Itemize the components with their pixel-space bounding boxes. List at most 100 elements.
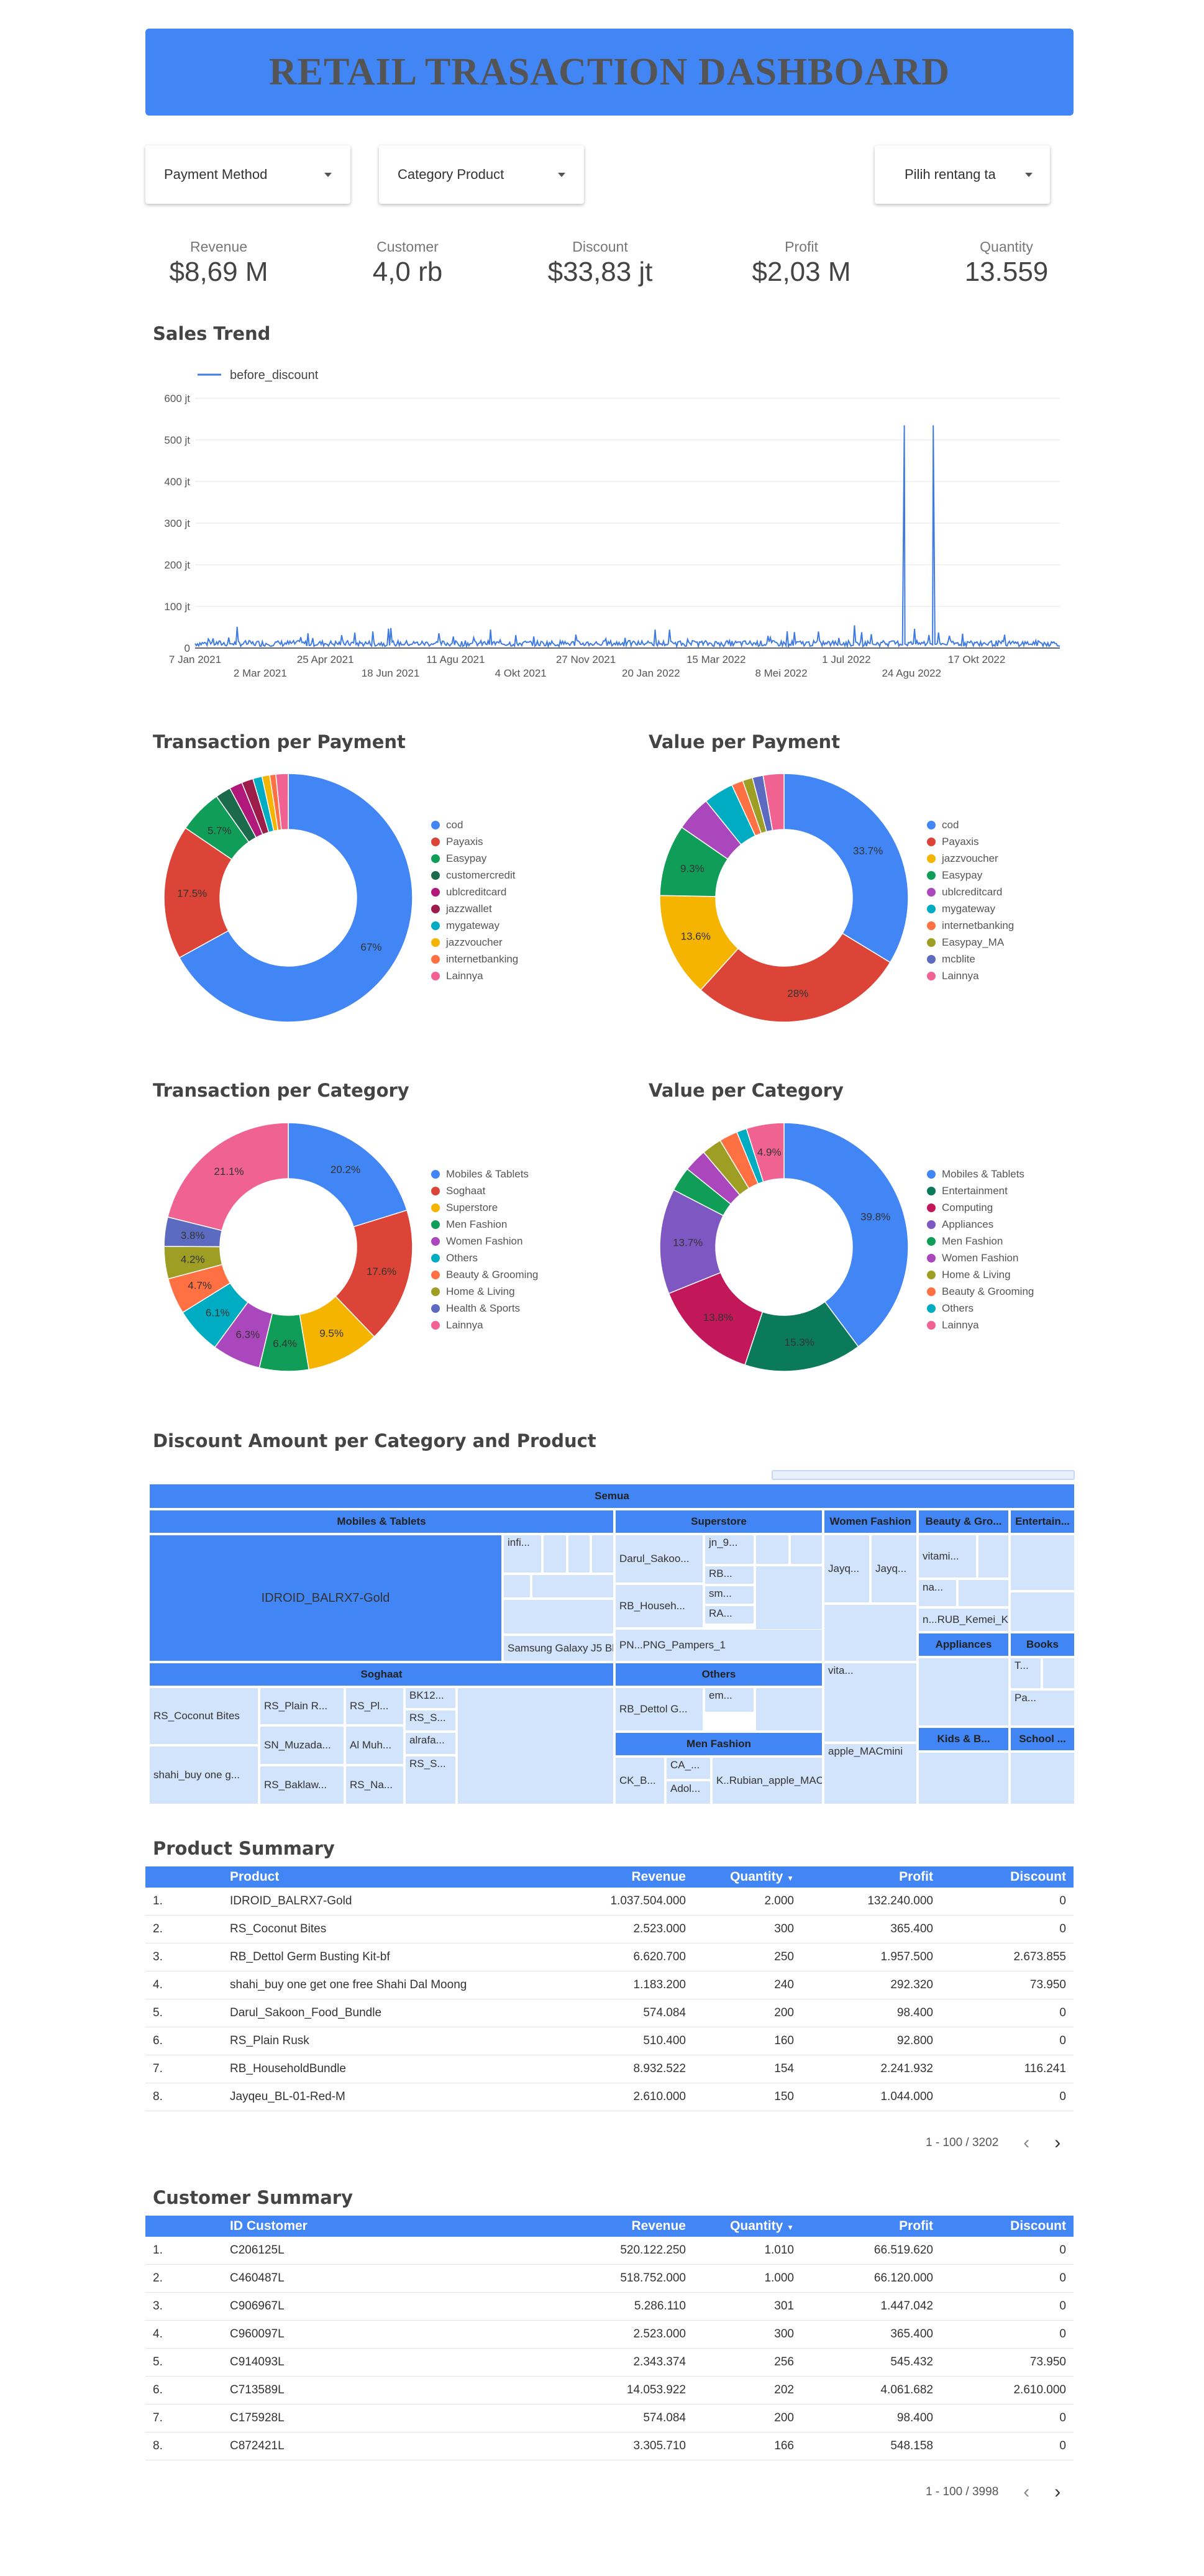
treemap-cell[interactable]: Jayq... [871,1535,917,1603]
column-header[interactable]: Revenue [573,2216,693,2237]
treemap-cell[interactable]: jn_9... [705,1535,754,1564]
treemap-group[interactable]: Men Fashion [615,1732,823,1756]
treemap-group[interactable]: Others [615,1663,823,1686]
treemap-cell[interactable]: RB_Dettol G... [615,1688,703,1731]
treemap-cell[interactable] [591,1535,614,1573]
legend-item[interactable]: Men Fashion [431,1216,538,1233]
legend-item[interactable]: Easypay_MA [927,934,1014,951]
legend-item[interactable]: Lainnya [927,967,1014,984]
legend-item[interactable]: Lainnya [431,967,518,984]
table-row[interactable]: 7. C175928L 574.084 200 98.400 0 [145,2404,1074,2432]
treemap-cell[interactable]: RS_Na... [345,1766,404,1804]
treemap-cell[interactable]: Darul_Sakoo... [615,1535,703,1583]
legend-item[interactable]: Others [431,1249,538,1266]
treemap-cell[interactable]: CA_... [666,1757,711,1779]
legend-item[interactable]: Mobiles & Tablets [431,1166,538,1182]
treemap-cell[interactable] [543,1535,567,1573]
chevron-right-icon[interactable]: › [1054,2482,1061,2502]
legend-item[interactable]: Beauty & Grooming [927,1283,1034,1300]
treemap-cell[interactable]: BK12... [405,1688,456,1709]
legend-item[interactable]: Superstore [431,1199,538,1216]
treemap-cell[interactable] [503,1574,531,1598]
treemap-cell[interactable]: RS_Baklaw... [260,1766,344,1804]
treemap-cell[interactable]: CK_B... [615,1757,665,1804]
legend-item[interactable]: ublcreditcard [927,884,1014,900]
legend-item[interactable]: jazzwallet [431,900,518,917]
treemap-cell[interactable]: RS_S... [405,1710,456,1731]
table-row[interactable]: 6. RS_Plain Rusk 510.400 160 92.800 0 [145,2027,1074,2055]
table-row[interactable]: 4. C960097L 2.523.000 300 365.400 0 [145,2320,1074,2349]
treemap-cell[interactable] [503,1599,614,1634]
treemap-cell[interactable]: vitami... [918,1535,977,1578]
treemap-cell[interactable]: sm... [705,1586,754,1604]
table-row[interactable]: 4. shahi_buy one get one free Shahi Dal M… [145,1971,1074,1999]
treemap-group[interactable]: Soghaat [149,1663,614,1686]
treemap-cell[interactable]: RS_Coconut Bites [149,1688,258,1745]
table-row[interactable]: 1. C206125L 520.122.250 1.010 66.519.620 0 [145,2237,1074,2265]
legend-item[interactable]: internetbanking [431,951,518,967]
legend-item[interactable]: Easypay [927,867,1014,884]
treemap-cell[interactable] [1010,1752,1075,1804]
column-header[interactable]: ID Customer [222,2216,573,2237]
table-row[interactable]: 5. C914093L 2.343.374 256 545.432 73.950 [145,2348,1074,2377]
treemap-group[interactable]: Books [1010,1633,1075,1656]
treemap-group[interactable]: Beauty & Gro... [918,1510,1009,1533]
date-range-picker[interactable]: Pilih rentang ta [875,145,1050,204]
category-product-filter[interactable]: Category Product [379,145,584,204]
treemap-cell[interactable] [1010,1535,1075,1591]
treemap-cell[interactable] [918,1658,1009,1726]
donut-slice[interactable] [700,933,891,1023]
treemap-cell[interactable]: Samsung Galaxy J5 Black [503,1635,614,1661]
treemap-cell[interactable]: SN_Muzada... [260,1726,344,1765]
legend-item[interactable]: Soghaat [431,1182,538,1199]
treemap-cell[interactable]: shahi_buy one g... [149,1746,258,1804]
column-header[interactable]: Discount [941,1866,1074,1888]
table-row[interactable]: 2. RS_Coconut Bites 2.523.000 300 365.400 0 [145,1915,1074,1943]
donut-slice[interactable] [288,1122,408,1228]
legend-item[interactable]: jazzvoucher [431,934,518,951]
treemap-cell[interactable]: Jayq... [824,1535,870,1603]
treemap-cell[interactable]: RS_Pl... [345,1688,404,1725]
column-header[interactable]: Profit [801,1866,941,1888]
legend-item[interactable]: Easypay [431,850,518,867]
legend-item[interactable]: Women Fashion [927,1249,1034,1266]
column-header[interactable]: Quantity ▼ [693,2216,801,2237]
legend-item[interactable]: internetbanking [927,917,1014,934]
chevron-left-icon[interactable]: ‹ [1023,2132,1030,2153]
treemap-cell[interactable] [1042,1658,1075,1689]
treemap-cell[interactable] [1010,1592,1075,1632]
legend-item[interactable]: Appliances [927,1216,1034,1233]
legend-item[interactable]: Beauty & Grooming [431,1266,538,1283]
treemap-group[interactable]: Entertain... [1010,1510,1075,1533]
table-row[interactable]: 8. C872421L 3.305.710 166 548.158 0 [145,2432,1074,2460]
treemap-cell[interactable]: T... [1010,1658,1041,1689]
legend-item[interactable]: Payaxis [927,833,1014,850]
table-row[interactable]: 3. RB_Dettol Germ Busting Kit-bf 6.620.700… [145,1943,1074,1971]
treemap-cell[interactable]: K..Rubian_apple_MAC [712,1757,823,1804]
treemap-group[interactable]: Mobiles & Tablets [149,1510,614,1533]
table-row[interactable]: 2. C460487L 518.752.000 1.000 66.120.000 0 [145,2264,1074,2293]
treemap-group[interactable]: Kids & B... [918,1727,1009,1751]
treemap-cell[interactable] [755,1688,823,1731]
treemap-cell[interactable]: apple_MACmini [824,1743,917,1804]
legend-item[interactable]: mcblite [927,951,1014,967]
column-header[interactable]: Quantity ▼ [693,1866,801,1888]
donut-slice[interactable] [783,773,909,963]
legend-item[interactable]: Men Fashion [927,1233,1034,1249]
legend-item[interactable]: Payaxis [431,833,518,850]
payment-method-filter[interactable]: Payment Method [145,145,350,204]
legend-item[interactable]: Lainnya [431,1317,538,1333]
treemap-cell[interactable]: em... [705,1688,754,1712]
treemap-cell[interactable]: alrafa... [405,1732,456,1755]
table-row[interactable]: 6. C713589L 14.053.922 202 4.061.682 2.610.00… [145,2376,1074,2405]
treemap-group[interactable]: Women Fashion [824,1510,917,1533]
treemap-cell[interactable] [532,1574,614,1598]
treemap-cell[interactable]: vita... [824,1663,917,1742]
legend-item[interactable]: mygateway [927,900,1014,917]
column-header[interactable]: Product [222,1866,573,1888]
donut-slice[interactable] [746,1122,785,1183]
donut-slice[interactable] [178,773,413,1023]
donut-slice[interactable] [163,827,233,959]
donut-slice[interactable] [275,773,289,831]
table-row[interactable]: 1. IDROID_BALRX7-Gold 1.037.504.000 2.000 13… [145,1888,1074,1916]
